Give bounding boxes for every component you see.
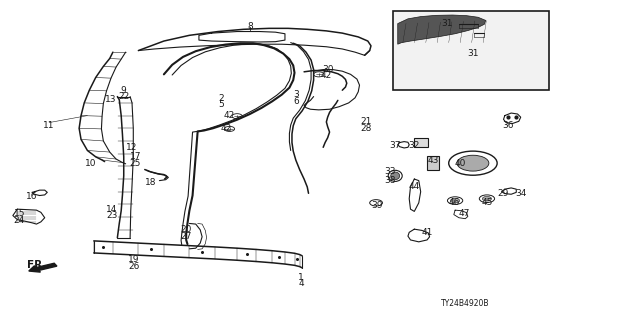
Polygon shape	[397, 15, 486, 44]
Text: 21: 21	[360, 117, 372, 126]
Text: 31: 31	[442, 19, 453, 28]
Text: 45: 45	[481, 198, 493, 207]
Text: 15: 15	[13, 209, 25, 219]
Text: 12: 12	[126, 143, 138, 152]
Text: 11: 11	[44, 121, 55, 130]
Circle shape	[483, 196, 492, 201]
Text: 34: 34	[515, 189, 527, 198]
Text: 27: 27	[180, 232, 192, 241]
Text: 42: 42	[220, 124, 231, 133]
Text: 4: 4	[298, 279, 304, 288]
Text: 17: 17	[129, 152, 141, 161]
Text: 31: 31	[467, 49, 479, 58]
Text: 33: 33	[385, 167, 396, 176]
Text: 40: 40	[454, 159, 466, 168]
Text: FR.: FR.	[27, 260, 46, 270]
Text: 44: 44	[409, 182, 420, 191]
Text: 23: 23	[106, 211, 117, 220]
Text: 9: 9	[121, 86, 127, 95]
Text: 28: 28	[360, 124, 372, 133]
Text: 41: 41	[421, 228, 433, 237]
Text: 8: 8	[247, 22, 253, 31]
Text: TY24B4920B: TY24B4920B	[441, 299, 490, 308]
Text: 36: 36	[502, 121, 514, 130]
Circle shape	[457, 155, 489, 171]
Text: 6: 6	[293, 97, 299, 106]
Text: 1: 1	[298, 273, 304, 282]
Text: 43: 43	[428, 156, 439, 164]
Text: 32: 32	[408, 141, 420, 150]
Text: 37: 37	[390, 141, 401, 150]
Bar	[394, 11, 549, 90]
Text: 2: 2	[218, 94, 224, 103]
Text: 46: 46	[448, 198, 460, 207]
Text: 42: 42	[224, 111, 235, 120]
Text: 38: 38	[385, 176, 396, 185]
Text: 47: 47	[458, 209, 470, 219]
Bar	[427, 156, 438, 170]
FancyArrow shape	[29, 263, 57, 272]
Text: 26: 26	[128, 262, 140, 271]
Text: 13: 13	[105, 95, 116, 104]
Text: 42: 42	[321, 71, 332, 80]
Text: 16: 16	[26, 192, 38, 201]
Text: 18: 18	[145, 178, 157, 187]
Text: 3: 3	[293, 91, 299, 100]
Text: 14: 14	[106, 205, 117, 214]
Text: 19: 19	[128, 255, 140, 264]
Text: 29: 29	[498, 189, 509, 198]
Text: 24: 24	[13, 216, 25, 225]
Ellipse shape	[391, 172, 399, 180]
Bar	[414, 139, 428, 147]
Text: 5: 5	[218, 100, 224, 109]
Text: 10: 10	[85, 159, 97, 168]
Text: 25: 25	[129, 159, 141, 168]
Text: 22: 22	[118, 92, 129, 101]
Circle shape	[451, 198, 460, 203]
Text: 39: 39	[372, 202, 383, 211]
Text: 30: 30	[322, 65, 333, 74]
Text: 20: 20	[180, 225, 192, 234]
